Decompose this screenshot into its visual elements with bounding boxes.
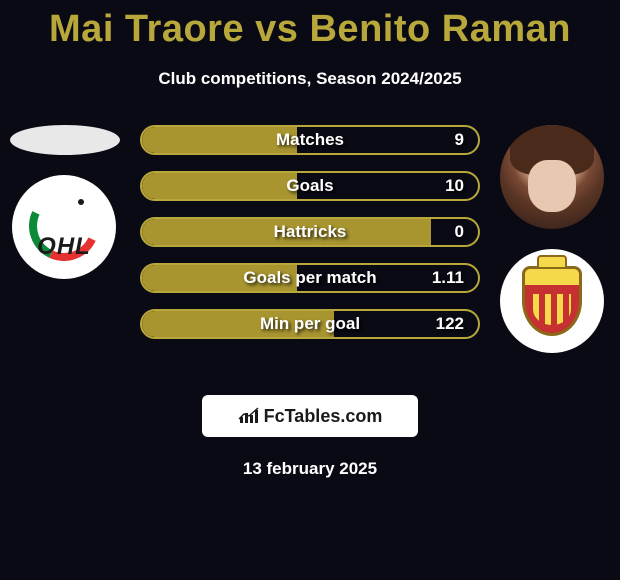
stat-row: Goals10 <box>140 171 480 201</box>
page-title: Mai Traore vs Benito Raman <box>0 0 620 51</box>
ohl-text: OHL <box>37 233 91 261</box>
mechelen-crown-icon <box>537 255 567 269</box>
footer-brand-text: FcTables.com <box>264 406 383 427</box>
subtitle: Club competitions, Season 2024/2025 <box>0 69 620 89</box>
bar-chart-icon <box>238 407 260 425</box>
stat-value: 1.11 <box>432 265 464 291</box>
stat-value: 9 <box>455 127 464 153</box>
right-badges <box>492 125 612 353</box>
stats-list: Matches9 Goals10 Hattricks0 Goals per match… <box>140 125 480 355</box>
mechelen-shield-icon <box>522 266 582 336</box>
mechelen-stripes-icon <box>533 294 571 325</box>
player2-photo <box>500 125 604 229</box>
stat-value: 0 <box>455 219 464 245</box>
player2-face <box>528 160 576 212</box>
stat-value: 10 <box>445 173 464 199</box>
team2-badge-mechelen <box>500 249 604 353</box>
stat-row: Matches9 <box>140 125 480 155</box>
stat-value: 122 <box>436 311 464 337</box>
comparison-content: OHL Matches9 Goals10 Hattricks0 Goals per m… <box>0 125 620 385</box>
ohl-badge-inner: OHL <box>22 185 106 269</box>
stat-label: Goals <box>142 173 478 199</box>
team1-badge-ohl: OHL <box>12 175 116 279</box>
player1-avatar-placeholder <box>10 125 120 155</box>
left-badges: OHL <box>8 125 128 279</box>
date-label: 13 february 2025 <box>0 459 620 479</box>
stat-label: Hattricks <box>142 219 478 245</box>
ohl-ball-icon <box>78 199 84 205</box>
stat-row: Goals per match1.11 <box>140 263 480 293</box>
stat-row: Min per goal122 <box>140 309 480 339</box>
footer-brand[interactable]: FcTables.com <box>202 395 418 437</box>
stat-label: Goals per match <box>142 265 478 291</box>
stat-row: Hattricks0 <box>140 217 480 247</box>
stat-label: Matches <box>142 127 478 153</box>
stat-label: Min per goal <box>142 311 478 337</box>
